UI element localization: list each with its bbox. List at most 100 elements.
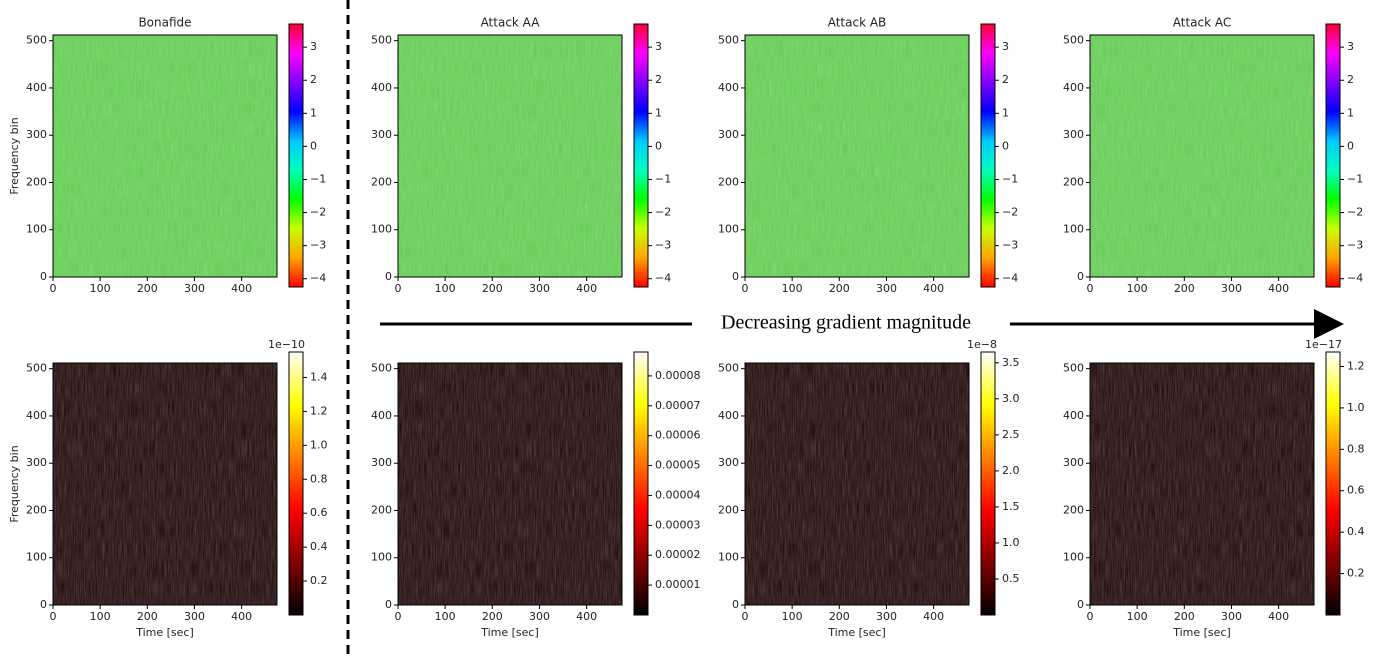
x-tick-label: 100 (782, 610, 803, 623)
y-tick-label: 300 (26, 456, 47, 469)
colorbar-tick-label: −1 (655, 172, 671, 185)
x-tick-label: 300 (529, 610, 550, 623)
y-tick-label: 400 (371, 81, 392, 94)
colorbar-tick-label: 0.00002 (655, 548, 701, 561)
panel-title: Bonafide (138, 16, 191, 30)
y-tick-label: 400 (1063, 409, 1084, 422)
colorbar-tick-label: −2 (1347, 206, 1363, 219)
heatmap-texture (53, 35, 277, 277)
colorbar-tick-label: 1.0 (1002, 536, 1020, 549)
x-axis-label: Time [sec] (480, 626, 539, 639)
x-tick-label: 400 (576, 282, 597, 295)
colorbar-tick-label: 0.8 (310, 472, 328, 485)
colorbar-tick-label: −1 (1002, 172, 1018, 185)
x-tick-label: 100 (1127, 610, 1148, 623)
colorbar-tick-label: −2 (310, 206, 326, 219)
y-tick-label: 400 (26, 409, 47, 422)
y-tick-label: 200 (371, 503, 392, 516)
colorbar-tick-label: 0.6 (1347, 484, 1365, 497)
colorbar-tick-label: −3 (655, 239, 671, 252)
x-tick-label: 200 (137, 610, 158, 623)
colorbar-tick-label: 2 (1347, 73, 1354, 86)
x-tick-label: 100 (435, 282, 456, 295)
x-tick-label: 200 (1174, 282, 1195, 295)
y-tick-label: 200 (1063, 175, 1084, 188)
colorbar-tick-label: 0 (655, 139, 662, 152)
colorbar-tick-label: 0.4 (310, 540, 328, 553)
y-tick-label: 0 (40, 598, 47, 611)
panel-title: Attack AC (1173, 16, 1232, 30)
colorbar-tick-label: 2 (1002, 73, 1009, 86)
colorbar-tick-label: 2 (310, 73, 317, 86)
y-axis-label: Frequency bin (8, 445, 21, 522)
y-tick-label: 100 (26, 551, 47, 564)
colorbar-tick-label: 0 (310, 139, 317, 152)
colorbar-tick-label: 2.0 (1002, 464, 1020, 477)
x-tick-label: 0 (1087, 610, 1094, 623)
y-tick-label: 400 (1063, 81, 1084, 94)
heatmap-texture (1090, 35, 1314, 277)
y-tick-label: 100 (1063, 551, 1084, 564)
colorbar (980, 23, 996, 288)
y-tick-label: 300 (371, 456, 392, 469)
y-axis-label: Frequency bin (8, 117, 21, 194)
colorbar-tick-label: 0.00008 (655, 369, 701, 382)
plot-frame (1089, 362, 1315, 606)
colorbar-tick-label: 0.00001 (655, 578, 701, 591)
colorbar (1325, 351, 1341, 616)
x-tick-label: 0 (50, 610, 57, 623)
x-axis-label: Time [sec] (827, 626, 886, 639)
colorbar-tick-label: 0.2 (310, 574, 328, 587)
colorbar-tick-label: −3 (1002, 239, 1018, 252)
colorbar-tick-label: 3.5 (1002, 356, 1020, 369)
colorbar (633, 351, 649, 616)
x-tick-label: 0 (395, 610, 402, 623)
heatmap-texture (745, 35, 969, 277)
y-tick-label: 400 (371, 409, 392, 422)
x-tick-label: 300 (1221, 282, 1242, 295)
colorbar-tick-label: 1.5 (1002, 500, 1020, 513)
heatmap-texture (53, 363, 277, 605)
y-tick-label: 100 (718, 551, 739, 564)
x-tick-label: 300 (184, 282, 205, 295)
y-tick-label: 500 (1063, 362, 1084, 375)
x-tick-label: 100 (90, 610, 111, 623)
colorbar-tick-label: 0.8 (1347, 442, 1365, 455)
colorbar (633, 23, 649, 288)
colorbar (288, 351, 304, 616)
colorbar-tick-label: 1.0 (1347, 401, 1365, 414)
plot-frame (52, 34, 278, 278)
y-tick-label: 300 (26, 128, 47, 141)
y-tick-label: 100 (371, 551, 392, 564)
y-tick-label: 100 (1063, 223, 1084, 236)
colorbar-tick-label: −4 (1347, 272, 1363, 285)
colorbar-tick-label: 1.4 (310, 370, 328, 383)
colorbar-offset: 1e−10 (268, 338, 305, 351)
colorbar-tick-label: 0.00005 (655, 459, 701, 472)
plot-frame (397, 34, 623, 278)
y-tick-label: 400 (718, 81, 739, 94)
y-tick-label: 0 (1077, 270, 1084, 283)
y-tick-label: 0 (732, 270, 739, 283)
colorbar-tick-label: −2 (1002, 206, 1018, 219)
x-tick-label: 400 (923, 610, 944, 623)
x-tick-label: 0 (50, 282, 57, 295)
colorbar-tick-label: 1.2 (1347, 359, 1365, 372)
x-tick-label: 300 (876, 610, 897, 623)
colorbar-tick-label: 1.0 (310, 438, 328, 451)
colorbar-tick-label: −3 (1347, 239, 1363, 252)
colorbar-tick-label: −3 (310, 239, 326, 252)
x-tick-label: 200 (829, 282, 850, 295)
colorbar-tick-label: 0.00006 (655, 429, 701, 442)
x-tick-label: 200 (482, 610, 503, 623)
y-tick-label: 300 (718, 128, 739, 141)
x-tick-label: 100 (1127, 282, 1148, 295)
colorbar-tick-label: 2.5 (1002, 428, 1020, 441)
y-tick-label: 200 (26, 175, 47, 188)
x-tick-label: 400 (923, 282, 944, 295)
y-tick-label: 300 (1063, 128, 1084, 141)
y-tick-label: 200 (718, 175, 739, 188)
y-tick-label: 300 (371, 128, 392, 141)
colorbar-offset: 1e−8 (967, 338, 997, 351)
